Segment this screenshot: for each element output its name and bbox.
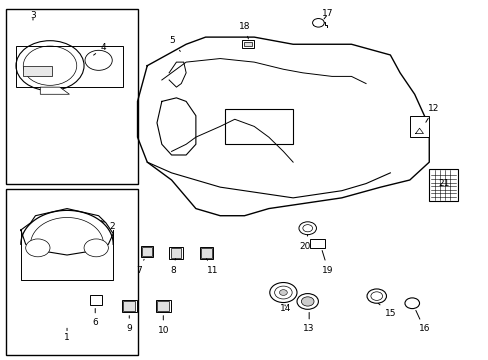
Text: 9: 9 xyxy=(126,316,132,333)
Text: 1: 1 xyxy=(64,328,70,342)
Text: 10: 10 xyxy=(157,316,169,334)
Text: 16: 16 xyxy=(415,310,429,333)
Text: 19: 19 xyxy=(322,251,333,275)
Circle shape xyxy=(274,286,291,299)
Bar xyxy=(142,247,151,256)
Text: 3: 3 xyxy=(30,11,36,20)
Text: 6: 6 xyxy=(92,309,98,327)
Text: 5: 5 xyxy=(169,36,180,51)
Bar xyxy=(123,301,135,311)
Text: 14: 14 xyxy=(280,304,291,313)
Circle shape xyxy=(298,222,316,235)
Circle shape xyxy=(301,297,313,306)
Circle shape xyxy=(23,46,77,85)
Bar xyxy=(122,300,136,312)
Text: 17: 17 xyxy=(322,9,333,19)
Text: 18: 18 xyxy=(238,22,250,39)
Circle shape xyxy=(296,294,318,309)
Circle shape xyxy=(302,225,312,232)
Circle shape xyxy=(370,292,382,300)
Circle shape xyxy=(85,50,112,70)
Text: 8: 8 xyxy=(170,258,176,275)
Bar xyxy=(201,248,211,257)
Bar xyxy=(141,246,153,257)
Bar xyxy=(169,247,183,258)
Bar xyxy=(224,109,292,144)
Text: 20: 20 xyxy=(299,235,310,251)
Text: 21: 21 xyxy=(437,179,448,188)
Bar xyxy=(428,169,458,202)
Bar xyxy=(90,295,102,305)
Bar xyxy=(200,247,213,258)
Text: 4: 4 xyxy=(93,43,106,55)
Bar xyxy=(242,40,254,48)
Text: 13: 13 xyxy=(303,312,314,333)
Text: 7: 7 xyxy=(136,259,144,275)
Text: 12: 12 xyxy=(425,104,439,122)
Bar xyxy=(157,301,169,311)
Circle shape xyxy=(16,41,84,91)
Text: 15: 15 xyxy=(377,303,395,319)
Circle shape xyxy=(84,239,108,257)
Bar xyxy=(170,248,181,257)
Bar xyxy=(244,42,251,46)
Polygon shape xyxy=(40,87,69,94)
Circle shape xyxy=(366,289,386,303)
Text: 2: 2 xyxy=(101,221,115,231)
Text: 11: 11 xyxy=(206,258,218,275)
Bar xyxy=(409,116,428,137)
Bar xyxy=(16,46,122,87)
Circle shape xyxy=(404,298,419,309)
Circle shape xyxy=(312,18,324,27)
Bar xyxy=(309,239,324,248)
Circle shape xyxy=(279,290,287,296)
Bar xyxy=(156,300,170,312)
Circle shape xyxy=(269,283,296,302)
Bar xyxy=(6,189,137,355)
Bar xyxy=(6,9,137,184)
Bar xyxy=(23,66,52,76)
Circle shape xyxy=(26,239,50,257)
